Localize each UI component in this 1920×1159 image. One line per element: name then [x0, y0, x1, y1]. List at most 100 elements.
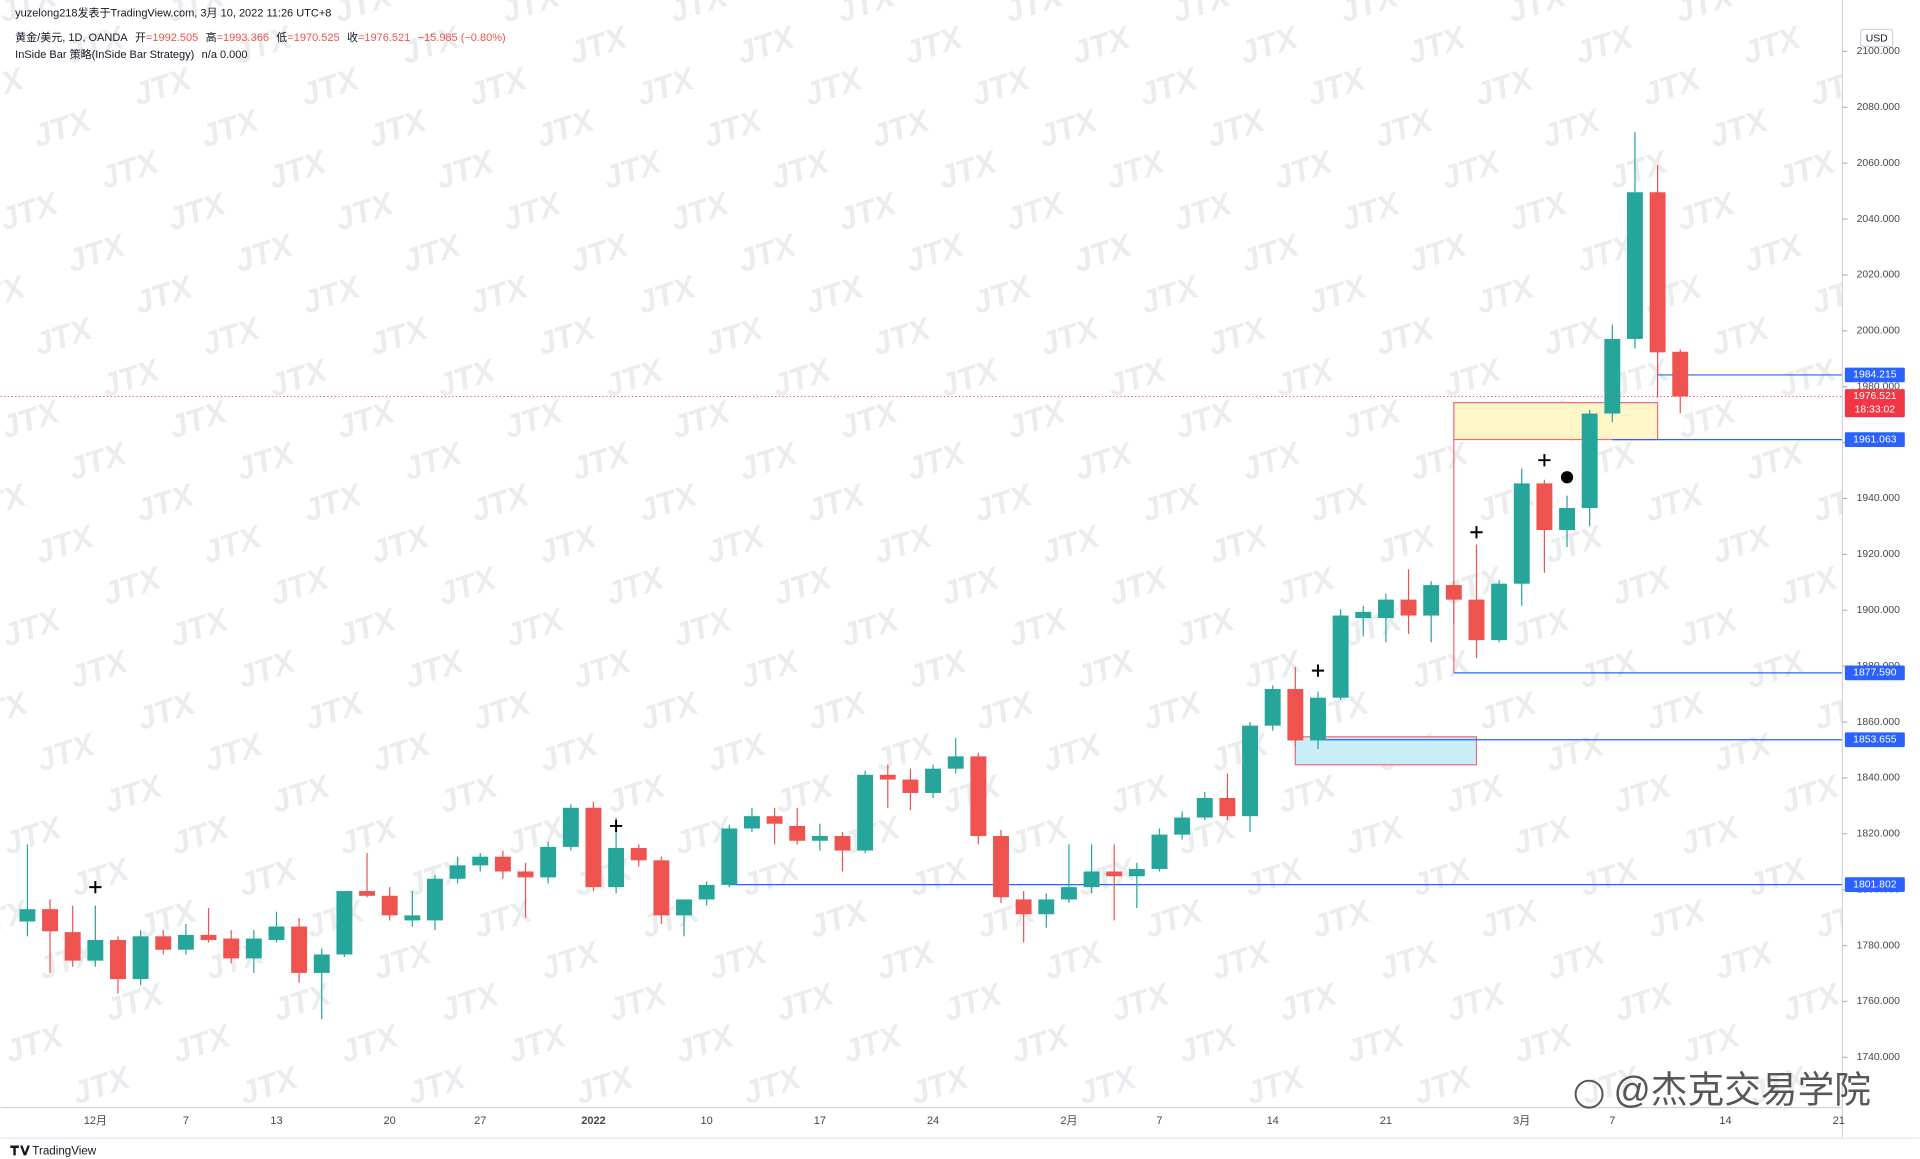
signal-cross: [609, 819, 623, 833]
x-tick-label: 7: [1156, 1115, 1162, 1127]
candle-body: [1287, 689, 1304, 741]
candle-body: [200, 934, 217, 940]
brand-text: @杰克交易学院: [1614, 1070, 1871, 1111]
candle-body: [1672, 351, 1689, 397]
indicator-values: n/a 0.000: [202, 49, 248, 61]
ohlc-value: =1976.521: [358, 32, 410, 44]
candle-body: [245, 938, 262, 959]
candle-body: [1445, 585, 1462, 600]
candle-body: [1038, 899, 1055, 915]
candle-body: [177, 934, 194, 950]
candle-body: [1649, 192, 1666, 353]
y-tick-label: 2080.000: [1857, 102, 1901, 113]
y-tick-label: 1920.000: [1857, 549, 1901, 560]
level-label: 1877.590: [1853, 668, 1897, 679]
currency: USD: [1866, 33, 1888, 44]
zone-box: [1453, 402, 1659, 441]
last-price-tag: [1844, 389, 1905, 418]
candle-body: [698, 884, 715, 900]
candle-body: [1491, 583, 1508, 641]
candle-body: [676, 899, 692, 916]
y-tick-label: 1980.000: [1857, 381, 1901, 392]
candle-body: [1310, 697, 1326, 741]
candle-body: [268, 926, 285, 940]
candle-body: [608, 848, 625, 888]
signal-cross: [1470, 526, 1483, 539]
ohlc-value: =1992.505: [146, 32, 198, 44]
symbol-legend: 黄金/美元, 1D, OANDA 开=1992.505 高=1993.366 低=19…: [15, 30, 506, 44]
level-tag: [1844, 877, 1905, 892]
x-tick-label: 13: [270, 1115, 282, 1127]
level-tag: [1844, 367, 1905, 383]
symbol: 黄金/美元, 1D, OANDA: [15, 30, 128, 44]
candle-body: [1377, 599, 1394, 619]
level-tag: [1844, 732, 1905, 748]
candle-body: [993, 836, 1009, 898]
candle-body: [494, 856, 511, 872]
ohlc-key: 高: [206, 30, 217, 44]
ohlc-key: 低: [276, 31, 287, 44]
candle-body: [1196, 798, 1213, 818]
indicator-legend: InSide Bar 策略(InSide Bar Strategy) n/a 0.…: [15, 47, 247, 61]
y-tick-label: 1860.000: [1857, 717, 1901, 728]
x-tick-label: 20: [384, 1115, 396, 1127]
x-tick-label: 14: [1719, 1115, 1731, 1127]
y-tick-label: 1780.000: [1857, 940, 1901, 951]
x-tick-label: 24: [927, 1115, 939, 1127]
level-label: 1961.063: [1853, 434, 1897, 445]
candle-body: [766, 816, 783, 824]
last-price-label: 1976.521: [1853, 391, 1897, 402]
candle-body: [562, 807, 579, 847]
candle-body: [970, 756, 987, 837]
candle-body: [540, 846, 557, 878]
candle-body: [743, 816, 760, 829]
candle-body: [1174, 817, 1191, 835]
candle-body: [472, 856, 489, 866]
change: −15.985 (−0.80%): [418, 32, 506, 44]
x-tick-label: 27: [474, 1115, 486, 1127]
candle-body: [19, 909, 36, 922]
candle-body: [1264, 689, 1281, 726]
candle-body: [64, 932, 81, 961]
x-tick-label: 12月: [84, 1115, 107, 1127]
y-tick-label: 2020.000: [1857, 270, 1901, 281]
candle-body: [1581, 413, 1598, 508]
candle-body: [1423, 585, 1440, 616]
y-tick-label: 1900.000: [1857, 605, 1901, 616]
ohlc-key: 开: [135, 32, 146, 44]
y-tick-label: 2060.000: [1857, 158, 1901, 169]
x-tick-label: 17: [814, 1115, 826, 1127]
x-tick-label: 10: [701, 1115, 713, 1127]
candle-body: [359, 891, 375, 896]
candle-body: [87, 939, 104, 961]
x-tick-label: 21: [1380, 1115, 1392, 1127]
x-tick-label: 14: [1267, 1115, 1279, 1127]
candle-body: [1355, 611, 1372, 619]
y-tick-label: 2040.000: [1857, 214, 1901, 225]
level-tag: [1844, 665, 1905, 681]
candle-body: [879, 774, 896, 780]
candle-body: [155, 936, 172, 950]
candle-body: [381, 895, 398, 916]
tv-logo: [10, 1145, 30, 1156]
y-tick-label: 1820.000: [1857, 829, 1901, 840]
candle-body: [517, 871, 534, 878]
countdown: 18:33:02: [1855, 405, 1896, 416]
candle-body: [1536, 483, 1553, 531]
indicator-name: InSide Bar 策略(InSide Bar Strategy): [15, 47, 194, 61]
level-label: 1801.802: [1853, 879, 1897, 890]
footer-logo: TradingView: [10, 1145, 97, 1158]
candle-body: [1627, 192, 1643, 339]
candle-body: [223, 938, 240, 959]
candle-body: [132, 936, 149, 980]
x-tick-label: 7: [183, 1115, 189, 1127]
candle-body: [585, 807, 602, 888]
candle-body: [1219, 798, 1236, 817]
candle-body: [721, 828, 738, 885]
candle-body: [789, 825, 806, 841]
x-tick-label: 2022: [581, 1115, 605, 1127]
candle-body: [857, 774, 874, 851]
footer-text: TradingView: [32, 1145, 97, 1158]
candle-body: [313, 954, 330, 973]
candle-body: [1151, 834, 1168, 869]
